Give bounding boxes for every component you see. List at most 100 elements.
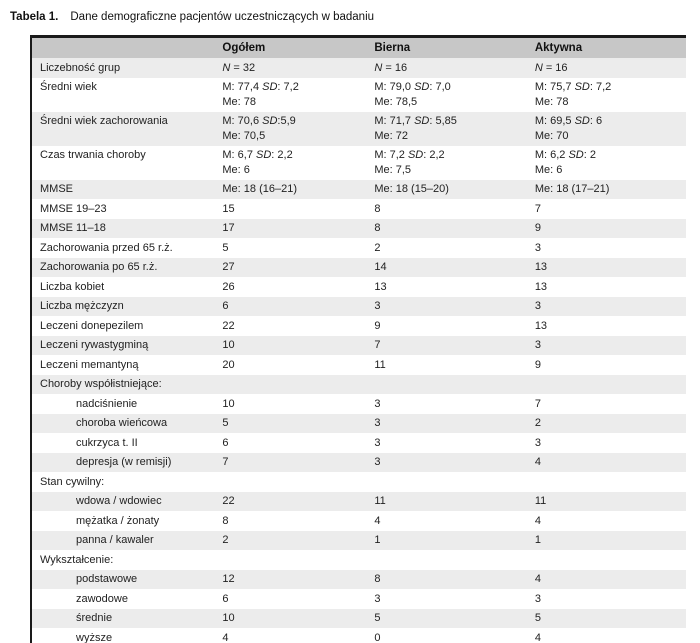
cell-value: 3 bbox=[366, 413, 527, 433]
row-label: MMSE 11–18 bbox=[31, 218, 215, 238]
table-title: Tabela 1. Dane demograficzne pacjentów uc… bbox=[10, 10, 690, 25]
cell-value: 3 bbox=[374, 397, 381, 410]
table-row: nadciśnienie 10 3 7 bbox=[31, 394, 686, 414]
table-row: Liczba kobiet 26 13 13 bbox=[31, 277, 686, 297]
table-row: Leczeni donepezilem 22 9 13 bbox=[31, 316, 686, 336]
cell-value: N = 16 bbox=[526, 58, 686, 78]
cell-value: M: 70,6 SD:5,9 Me: 70,5 bbox=[214, 111, 367, 146]
cell-value: 4 bbox=[526, 569, 686, 589]
row-label: Choroby współistniejące: bbox=[31, 374, 215, 394]
table-row: Średni wiek M: 77,4 SD: 7,2 Me: 78 M: 79,0 … bbox=[31, 78, 686, 112]
cell-value: 4 bbox=[534, 631, 541, 643]
cell-value: 3 bbox=[374, 436, 381, 449]
cell-value: 6 bbox=[222, 592, 229, 605]
cell-value: 4 bbox=[222, 631, 229, 643]
cell-value: 3 bbox=[366, 452, 527, 472]
cell-value: M: 79,0 SD: 7,0 Me: 78,5 bbox=[374, 81, 451, 108]
cell-value: 3 bbox=[374, 592, 381, 605]
table-row: Stan cywilny: bbox=[31, 472, 686, 492]
row-label: Liczba kobiet bbox=[40, 280, 105, 293]
row-label: podstawowe bbox=[31, 569, 215, 589]
cell-value: 12 bbox=[214, 569, 367, 589]
table-row: Zachorowania przed 65 r.ż. 5 2 3 bbox=[31, 238, 686, 258]
cell-value: 10 bbox=[222, 397, 235, 410]
row-label: wyższe bbox=[76, 631, 113, 643]
cell-value: Me: 18 (17–21) bbox=[526, 179, 686, 199]
row-label: Leczeni rywastygminą bbox=[31, 335, 215, 355]
row-label: średnie bbox=[31, 608, 215, 628]
table-header: Ogółem Bierna Aktywna bbox=[31, 36, 686, 58]
cell-value: M: 69,5 SD: 6 Me: 70 bbox=[526, 111, 686, 146]
table-row: Leczeni memantyną 20 11 9 bbox=[31, 355, 686, 375]
row-label: choroba wieńcowa bbox=[31, 413, 215, 433]
cell-value: Me: 18 (15–20) bbox=[366, 179, 527, 199]
row-label: Liczba mężczyzn bbox=[31, 296, 215, 316]
cell-value: 5 bbox=[222, 241, 229, 254]
table-row: wdowa / wdowiec 22 11 11 bbox=[31, 491, 686, 511]
cell-value: 11 bbox=[526, 491, 686, 511]
cell-value: 7 bbox=[534, 397, 541, 410]
row-label: mężatka / żonaty bbox=[76, 514, 160, 527]
row-label: MMSE 19–23 bbox=[40, 202, 107, 215]
table-row: Liczba mężczyzn 6 3 3 bbox=[31, 296, 686, 316]
cell-value: 0 bbox=[374, 631, 381, 643]
cell-value bbox=[214, 550, 366, 570]
cell-value bbox=[526, 374, 686, 394]
cell-value bbox=[214, 472, 366, 492]
cell-value: 7 bbox=[534, 202, 541, 215]
table-row: Zachorowania po 65 r.ż. 27 14 13 bbox=[31, 257, 686, 277]
cell-value bbox=[366, 374, 527, 394]
row-label: Leczeni donepezilem bbox=[40, 319, 144, 332]
cell-value bbox=[214, 374, 367, 394]
table-row: MMSE 19–23 15 8 7 bbox=[31, 199, 686, 219]
cell-value: 15 bbox=[222, 202, 235, 215]
cell-value: 8 bbox=[374, 202, 381, 215]
row-label: Stan cywilny: bbox=[40, 475, 105, 488]
cell-value: 9 bbox=[534, 358, 541, 371]
row-label: Leczeni memantyną bbox=[40, 358, 139, 371]
cell-value: 17 bbox=[214, 218, 367, 238]
table-row: depresja (w remisji) 7 3 4 bbox=[31, 452, 686, 472]
table-row: podstawowe 12 8 4 bbox=[31, 569, 686, 589]
cell-value: 8 bbox=[366, 218, 527, 238]
row-label: wdowa / wdowiec bbox=[31, 491, 215, 511]
cell-value: 7 bbox=[214, 452, 367, 472]
row-label: zawodowe bbox=[76, 592, 128, 605]
row-label: Liczebność grup bbox=[31, 58, 215, 78]
column-header-empty bbox=[31, 36, 215, 58]
cell-value: M: 7,2 SD: 2,2 Me: 7,5 bbox=[374, 149, 445, 176]
cell-value bbox=[527, 550, 686, 570]
cell-value: 3 bbox=[366, 296, 527, 316]
cell-value: 6 bbox=[222, 436, 229, 449]
row-label: Średni wiek zachorowania bbox=[31, 111, 215, 146]
cell-value: 7 bbox=[366, 335, 527, 355]
table-row: Choroby współistniejące: bbox=[31, 374, 686, 394]
table-row: cukrzyca t. II 6 3 3 bbox=[31, 433, 686, 453]
demographics-table: Ogółem Bierna Aktywna Liczebność grup N = 3… bbox=[30, 35, 686, 643]
row-label: cukrzyca t. II bbox=[76, 436, 138, 449]
table-title-label: Tabela 1. bbox=[10, 11, 59, 23]
row-label: depresja (w remisji) bbox=[31, 452, 215, 472]
row-label: Wykształcenie: bbox=[40, 553, 114, 566]
row-label: Średni wiek bbox=[40, 81, 97, 93]
cell-value: 1 bbox=[526, 530, 686, 550]
column-header: Aktywna bbox=[526, 36, 686, 58]
cell-value: 5 bbox=[214, 413, 367, 433]
table-row: mężatka / żonaty 8 4 4 bbox=[31, 511, 686, 531]
cell-value: M: 6,2 SD: 2 Me: 6 bbox=[534, 149, 596, 176]
cell-value: 8 bbox=[366, 569, 527, 589]
cell-value: 2 bbox=[214, 530, 367, 550]
table-row: choroba wieńcowa 5 3 2 bbox=[31, 413, 686, 433]
cell-value: 14 bbox=[366, 257, 527, 277]
table-row: wyższe 4 0 4 bbox=[31, 628, 686, 643]
cell-value: 20 bbox=[222, 358, 235, 371]
column-header: Ogółem bbox=[214, 36, 367, 58]
cell-value: M: 77,4 SD: 7,2 Me: 78 bbox=[222, 81, 299, 108]
cell-value: 5 bbox=[366, 608, 527, 628]
table-body: Liczebność grup N = 32 N = 16 N = 16 Średni … bbox=[31, 58, 686, 643]
cell-value: 2 bbox=[526, 413, 686, 433]
row-label: Zachorowania po 65 r.ż. bbox=[31, 257, 215, 277]
table-row: Liczebność grup N = 32 N = 16 N = 16 bbox=[31, 58, 686, 78]
cell-value: M: 71,7 SD: 5,85 Me: 72 bbox=[366, 111, 527, 146]
